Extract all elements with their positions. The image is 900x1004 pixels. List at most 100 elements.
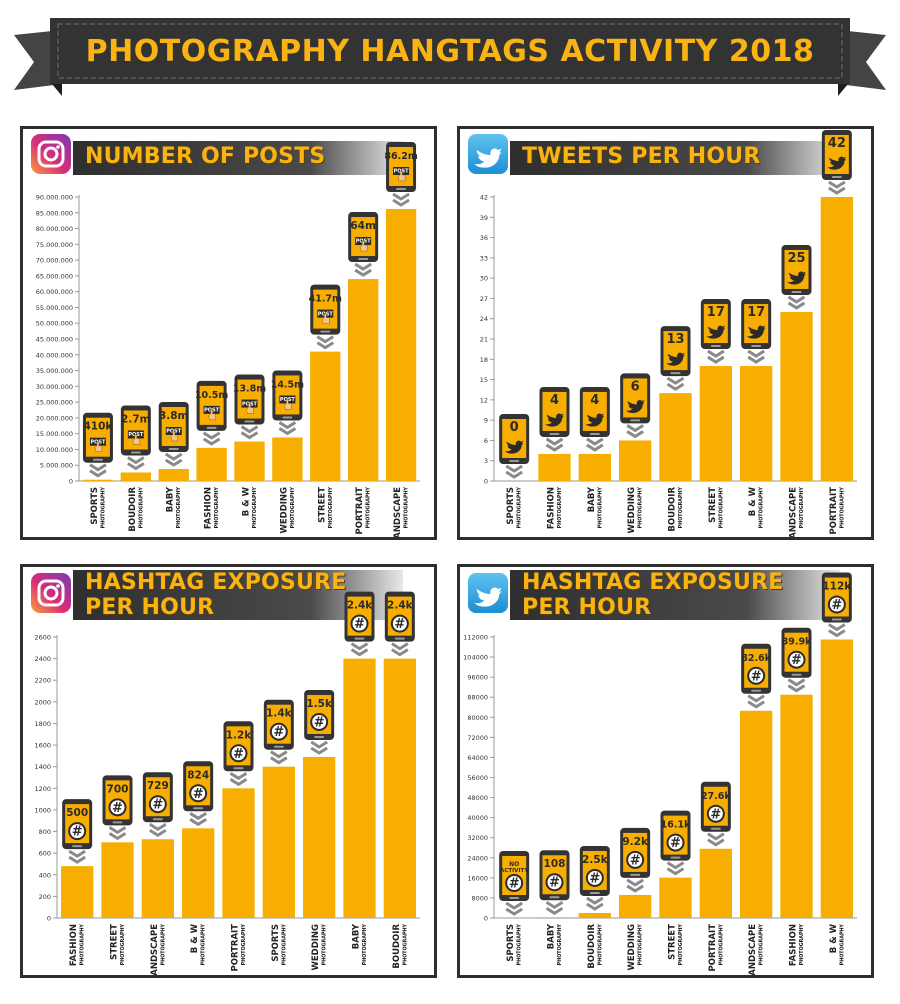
post-hand-icon: POST	[203, 405, 220, 421]
svg-text:#: #	[233, 747, 244, 762]
phone-button	[244, 420, 255, 423]
value-label: 27.6k	[701, 791, 731, 802]
phone-tag: 3.8m POST	[158, 402, 189, 453]
bar	[740, 366, 773, 481]
chevron-icon	[545, 906, 564, 916]
bar-group: 64m POST	[348, 212, 379, 481]
phone-tag: 0	[499, 414, 530, 464]
category-name: SPORTS	[271, 924, 281, 962]
category-label: WEDDING PHOTOGRAPHY	[311, 923, 328, 970]
y-tick-label: 6	[484, 437, 488, 445]
value-label: 500	[66, 807, 88, 819]
hashtag-icon: #	[626, 850, 645, 869]
chevron-icon	[626, 884, 644, 893]
chevron-icon	[108, 826, 127, 835]
y-tick-label: 35.000.000	[36, 367, 73, 375]
chevron-icon	[586, 437, 604, 446]
bar-group: 112k #	[820, 572, 853, 918]
hashtag-icon: #	[585, 868, 604, 887]
chevron-icon	[586, 902, 604, 911]
bar	[120, 472, 151, 481]
bird-icon	[827, 156, 847, 170]
category-sub: PHOTOGRAPHY	[799, 923, 805, 965]
bar-group: 86.2m POST	[384, 141, 418, 481]
category-label: BABY PHOTOGRAPHY	[352, 923, 369, 965]
bar	[619, 894, 652, 918]
bar	[659, 393, 692, 481]
category-sub: PHOTOGRAPHY	[404, 486, 410, 528]
value-label: 14.5m	[271, 379, 304, 390]
y-tick-label: 200	[39, 893, 51, 901]
hashtag-icon: #	[787, 650, 806, 669]
bar	[310, 351, 341, 481]
phone-tag: 112k #	[821, 572, 852, 623]
phone-button	[710, 345, 721, 348]
phone-tag: 1.2k #	[223, 721, 254, 772]
bar	[385, 208, 417, 481]
bird-icon	[666, 352, 685, 366]
svg-text:#: #	[509, 877, 520, 892]
phone-button	[72, 845, 83, 848]
panel-header	[510, 570, 840, 620]
y-tick-label: 25.000.000	[36, 399, 73, 407]
post-hand-icon: POST	[317, 309, 333, 324]
chevron-icon	[164, 452, 183, 461]
chevron-icon	[828, 186, 846, 195]
y-tick-label: 0	[69, 478, 73, 486]
category-label: PORTRAIT PHOTOGRAPHY	[355, 486, 372, 534]
chevron-icon	[229, 772, 248, 781]
post-hand-icon: POST	[355, 237, 371, 252]
y-tick-label: 15.000.000	[36, 430, 73, 438]
chart-panel-tweets: 0 3 6 9 12 15 18 21 24 27 30 33 36 39 42 0 SPORTS PHOTOGR…	[457, 126, 874, 540]
chart-panel-posts: 0 5.000.000 10.000.000 15.000.000 20.000.000…	[20, 126, 437, 540]
post-hand-icon: POST	[89, 437, 106, 452]
y-tick-label: 800	[39, 828, 51, 836]
bar	[538, 453, 571, 481]
phone-button	[630, 419, 641, 422]
value-label: 9.2k	[622, 836, 649, 848]
y-tick-label: 1200	[34, 785, 51, 793]
phone-tag: 13.8m POST	[233, 374, 266, 425]
y-tick-label: 36	[480, 234, 488, 242]
phone-button	[509, 460, 520, 462]
chevron-icon	[68, 849, 86, 858]
phone-tag: 27.6k #	[700, 781, 731, 832]
phone-tag: 14.5m POST	[271, 370, 304, 421]
y-tick-label: 39	[480, 214, 488, 222]
category-label: LANDSCAPE PHOTOGRAPHY	[789, 486, 806, 537]
bar-group: 9.2k #	[619, 827, 652, 918]
y-tick-label: 5.000.000	[40, 462, 73, 470]
y-tick-label: 48000	[467, 794, 488, 802]
bar	[780, 694, 813, 918]
value-label: 0	[510, 420, 519, 435]
phone-button	[168, 448, 179, 451]
phone-button	[112, 821, 123, 824]
y-tick-label: 2000	[34, 698, 51, 706]
bar-group: 42	[820, 130, 853, 481]
chevron-icon	[350, 642, 369, 651]
phone-tag: 17	[741, 299, 772, 350]
chart-panel-tw-hashtag: 0 8000 16000 24000 32000 40000 48000 56000 64000…	[457, 564, 874, 978]
category-name: BABY	[547, 923, 557, 949]
value-label: 729	[147, 780, 169, 792]
value-label: 112k	[822, 581, 852, 593]
category-name: STREET	[110, 924, 120, 960]
value-label: 1.5k	[306, 698, 333, 710]
value-label: 17	[747, 305, 765, 320]
chevron-icon	[707, 355, 725, 364]
category-sub: PHOTOGRAPHY	[557, 486, 563, 528]
category-sub: PHOTOGRAPHY	[362, 923, 368, 965]
phone-button	[670, 372, 681, 375]
y-tick-label: 18	[480, 356, 488, 364]
y-tick-label: 55.000.000	[36, 304, 73, 312]
twitter-icon	[468, 573, 508, 613]
chart-panel-ig-hashtag: 0 200 400 600 800 1000 1200 1400 1600 1800 2000 220…	[20, 564, 437, 978]
category-sub: PHOTOGRAPHY	[839, 486, 845, 528]
y-tick-label: 104000	[463, 654, 488, 662]
phone-button	[233, 767, 244, 770]
bar	[820, 197, 853, 481]
chevron-icon	[505, 464, 523, 473]
phone-button	[791, 290, 802, 293]
category-name: BOUDOIR	[128, 487, 138, 532]
